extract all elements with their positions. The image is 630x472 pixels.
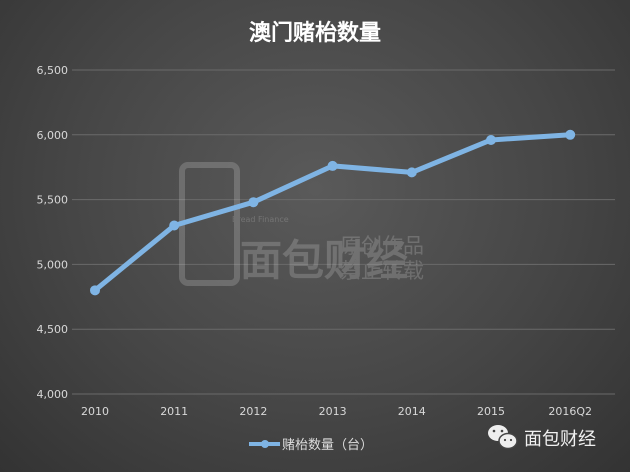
x-tick-label: 2012 xyxy=(239,405,267,418)
data-point xyxy=(248,197,259,208)
legend: 赌枱数量（台） xyxy=(249,438,373,453)
brand-name: 面包财经 xyxy=(524,429,596,450)
data-point xyxy=(327,160,338,171)
wechat-icon xyxy=(488,425,518,450)
y-tick-label: 5,000 xyxy=(37,258,69,271)
x-tick-label: 2010 xyxy=(81,405,109,418)
y-tick-label: 5,500 xyxy=(37,194,69,207)
y-tick-label: 6,500 xyxy=(37,64,69,77)
y-tick-label: 4,500 xyxy=(37,323,69,336)
data-point xyxy=(169,220,180,231)
watermark: 面包财经 Bread Finance 原创作品 禁止转载 xyxy=(179,162,424,286)
x-tick-label: 2016Q2 xyxy=(548,405,592,418)
watermark-line2: 禁止转载 xyxy=(340,259,424,283)
x-tick-label: 2015 xyxy=(477,405,505,418)
watermark-logo: 面包财经 xyxy=(240,236,408,285)
x-tick-label: 2013 xyxy=(319,405,347,418)
data-point xyxy=(90,285,100,296)
data-point xyxy=(406,167,417,178)
watermark-sub: Bread Finance xyxy=(232,215,289,224)
y-tick-label: 6,000 xyxy=(37,129,69,142)
chart-title: 澳门赌枱数量 xyxy=(249,20,381,46)
legend-marker xyxy=(261,440,269,448)
watermark-line1: 原创作品 xyxy=(340,234,424,258)
data-point xyxy=(486,134,496,145)
data-point xyxy=(565,129,576,140)
legend-label: 赌枱数量（台） xyxy=(282,438,373,453)
y-tick-label: 4,000 xyxy=(37,388,69,401)
x-tick-label: 2014 xyxy=(398,405,426,418)
x-tick-label: 2011 xyxy=(160,405,188,418)
